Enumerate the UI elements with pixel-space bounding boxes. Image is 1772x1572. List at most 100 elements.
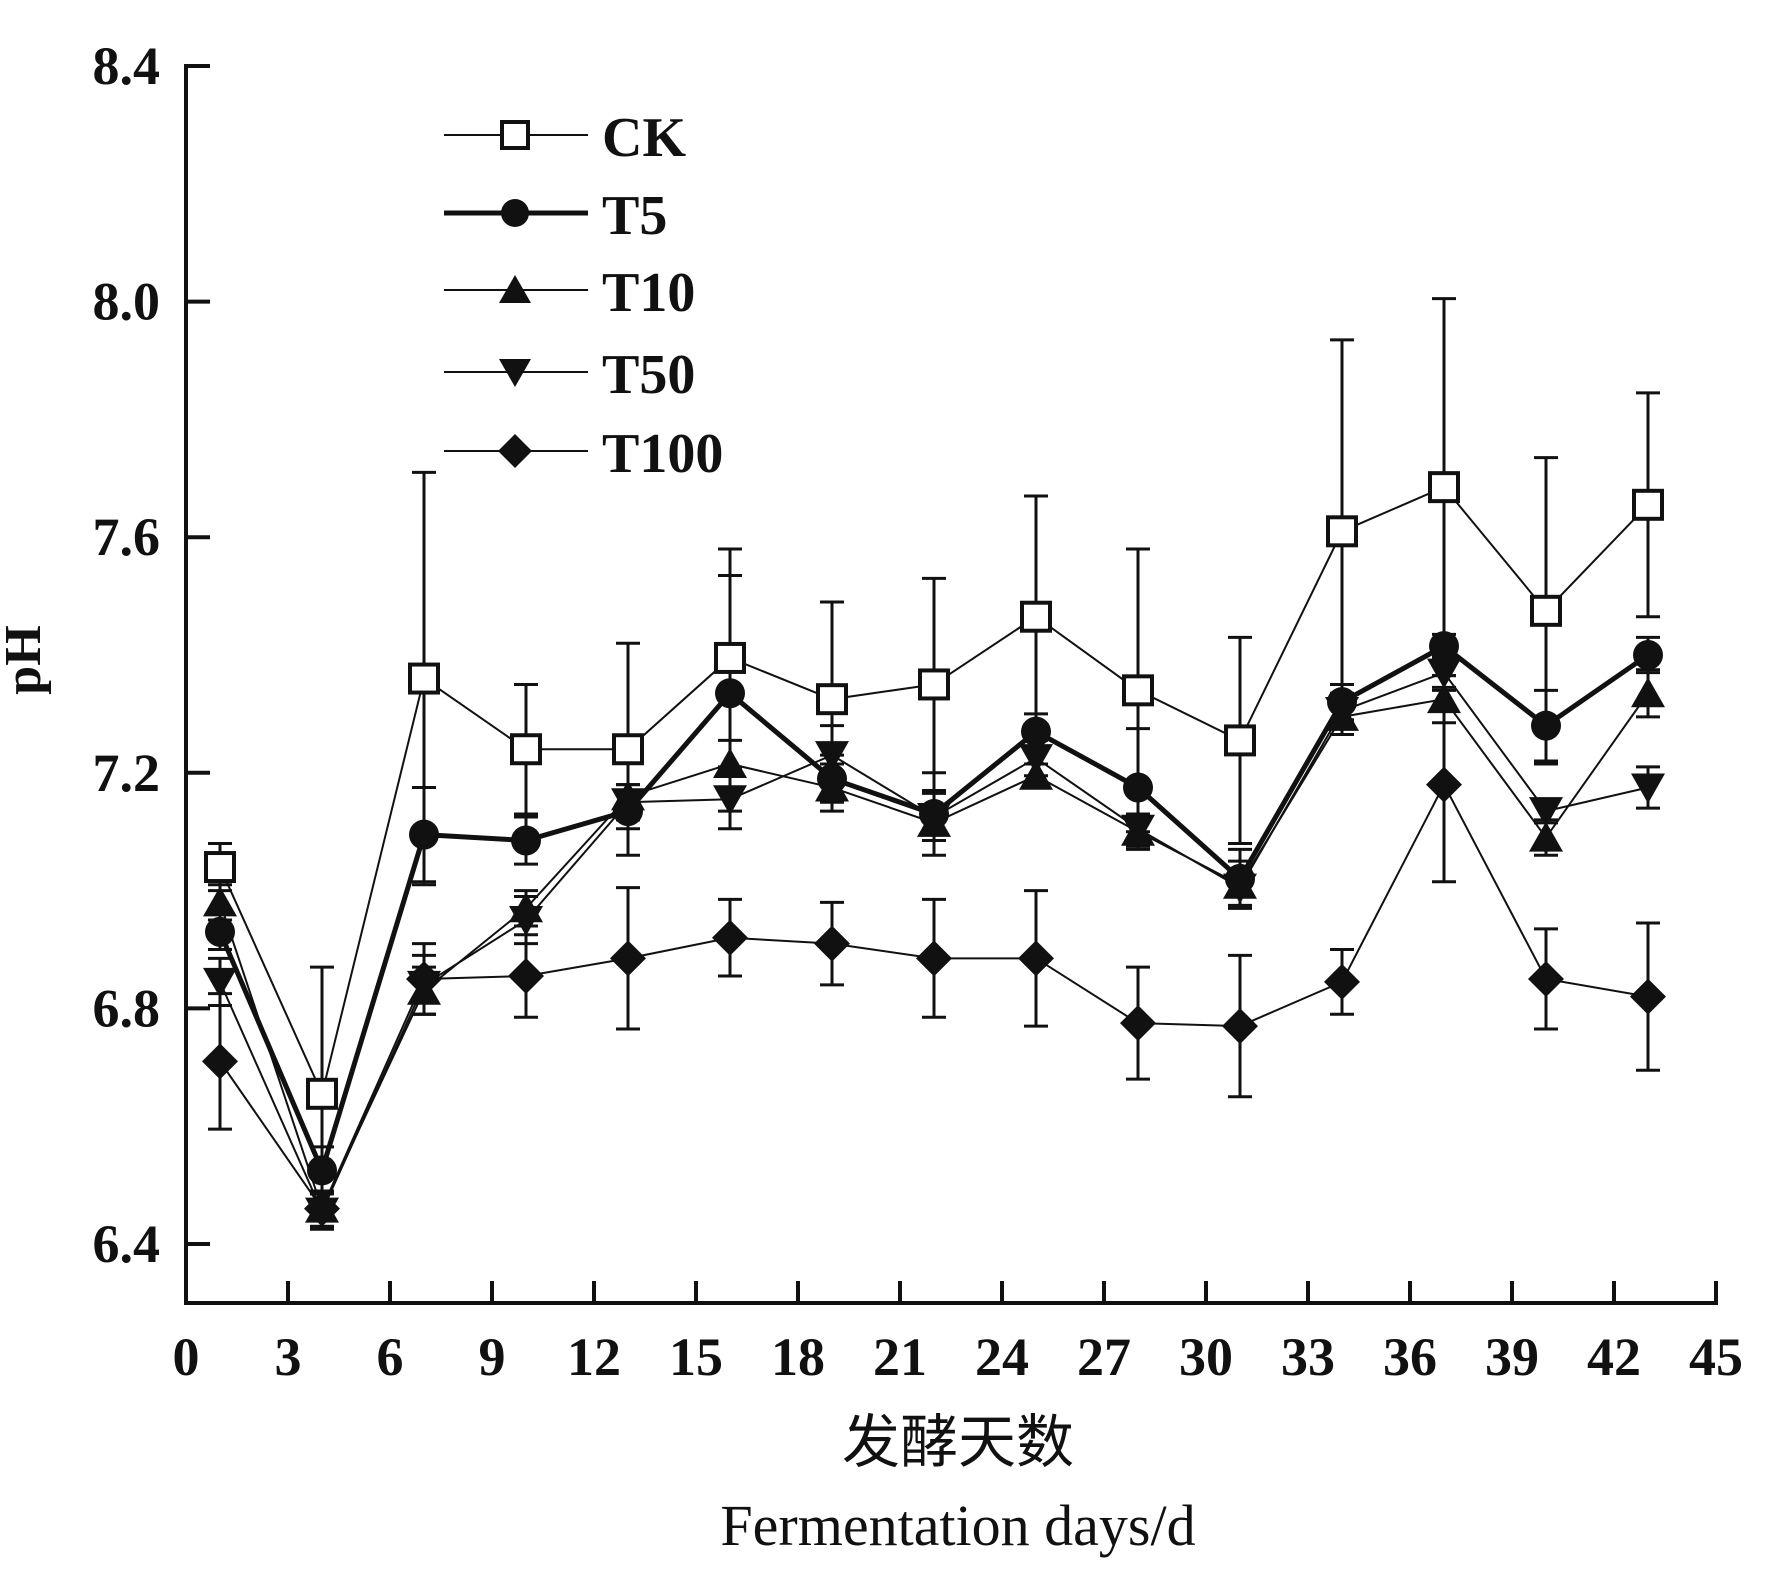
marker-ck <box>918 668 950 701</box>
marker-t100 <box>610 940 646 977</box>
marker-t100 <box>1120 1005 1156 1042</box>
marker-t100 <box>814 925 850 962</box>
marker-t100 <box>1222 1008 1258 1045</box>
legend-marker-t50 <box>499 359 531 387</box>
marker-t5 <box>715 678 745 709</box>
legend-label: T10 <box>602 262 695 324</box>
x-axis-label: Fermentation days/d <box>720 1493 1195 1558</box>
x-tick-label: 36 <box>1383 1327 1437 1387</box>
marker-t50 <box>1223 873 1257 904</box>
x-tick-label: 15 <box>669 1327 723 1387</box>
legend-item-t10: T10 <box>444 262 695 324</box>
marker-ck <box>1122 674 1154 707</box>
marker-ck <box>1224 724 1256 757</box>
x-tick-label: 9 <box>479 1327 506 1387</box>
y-axis-label: pH <box>0 625 52 694</box>
marker-t100 <box>1528 960 1564 997</box>
marker-ck <box>1020 600 1052 633</box>
marker-t50 <box>203 967 237 998</box>
marker-t10 <box>1427 683 1461 714</box>
marker-t10 <box>1529 821 1563 852</box>
axes <box>184 64 1718 1305</box>
y-tick-label: 8.4 <box>93 36 161 96</box>
marker-ck <box>1632 488 1664 521</box>
marker-t50 <box>1427 658 1461 689</box>
x-tick-label: 42 <box>1587 1327 1641 1387</box>
legend-label: CK <box>602 107 686 169</box>
legend-item-t100: T100 <box>444 423 723 485</box>
marker-t50 <box>1121 814 1155 845</box>
marker-t100 <box>712 919 748 956</box>
marker-t10 <box>1631 677 1665 708</box>
y-tick-label: 6.4 <box>93 1214 161 1274</box>
marker-ck <box>1428 471 1460 504</box>
marker-t50 <box>713 785 747 816</box>
marker-t10 <box>203 886 237 917</box>
marker-t10 <box>713 747 747 778</box>
marker-t10 <box>815 771 849 802</box>
legend-label: T5 <box>602 185 667 247</box>
marker-ck <box>1326 515 1358 548</box>
marker-ck <box>510 733 542 766</box>
marker-t50 <box>611 788 645 819</box>
marker-t100 <box>1324 963 1360 1000</box>
legend-item-t5: T5 <box>444 185 667 247</box>
marker-ck <box>714 641 746 674</box>
error-bars-layer <box>208 297 1660 1231</box>
x-tick-label: 33 <box>1281 1327 1335 1387</box>
x-tick-label: 24 <box>975 1327 1029 1387</box>
legend-marker-t5 <box>501 199 529 227</box>
marker-t100 <box>1018 940 1054 977</box>
x-tick-label: 45 <box>1689 1327 1743 1387</box>
legend-label: T50 <box>602 344 695 406</box>
x-tick-label: 18 <box>771 1327 825 1387</box>
x-tick-label: 39 <box>1485 1327 1539 1387</box>
marker-t100 <box>202 1043 238 1080</box>
x-tick-label: 12 <box>567 1327 621 1387</box>
legend-marker-t100 <box>498 434 532 468</box>
marker-t5 <box>409 819 439 850</box>
marker-t5 <box>1633 640 1663 670</box>
marker-t5 <box>307 1155 337 1186</box>
marker-t5 <box>1021 716 1051 747</box>
x-axis-label-cn: 发酵天数 <box>842 1410 1074 1475</box>
y-tick-label: 8.0 <box>93 272 161 332</box>
marker-ck <box>1530 594 1562 627</box>
marker-ck <box>612 733 644 766</box>
legend-marker-ck <box>500 120 530 150</box>
x-tick-label: 3 <box>275 1327 302 1387</box>
marker-t5 <box>1531 710 1561 741</box>
y-tick-label: 7.2 <box>93 743 161 803</box>
markers-layer <box>202 471 1666 1228</box>
legend-item-ck: CK <box>444 107 686 169</box>
x-tick-label: 0 <box>173 1327 200 1387</box>
marker-t50 <box>917 802 951 833</box>
marker-t5 <box>1429 631 1459 662</box>
legend-label: T100 <box>602 423 723 485</box>
marker-t100 <box>304 1190 340 1227</box>
marker-t50 <box>1631 773 1665 804</box>
marker-t50 <box>1325 696 1359 727</box>
x-tick-label: 30 <box>1179 1327 1233 1387</box>
marker-ck <box>204 851 236 884</box>
marker-ck <box>816 683 848 716</box>
marker-t50 <box>1019 744 1053 775</box>
marker-t100 <box>406 960 442 997</box>
marker-t100 <box>508 958 544 995</box>
y-tick-label: 6.8 <box>93 978 161 1038</box>
marker-t50 <box>1529 797 1563 828</box>
legend-marker-t10 <box>499 275 531 303</box>
marker-t5 <box>1123 772 1153 803</box>
y-tick-label: 7.6 <box>93 507 161 567</box>
marker-t100 <box>916 940 952 977</box>
x-tick-label: 6 <box>377 1327 404 1387</box>
x-tick-label: 21 <box>873 1327 927 1387</box>
marker-t5 <box>511 825 541 856</box>
legend-item-t50: T50 <box>444 344 695 406</box>
marker-t100 <box>1630 978 1666 1015</box>
marker-ck <box>306 1077 338 1110</box>
marker-t10 <box>1019 759 1053 790</box>
marker-ck <box>408 662 440 695</box>
legend: CK T5 T10 T50 T100 <box>444 107 723 485</box>
